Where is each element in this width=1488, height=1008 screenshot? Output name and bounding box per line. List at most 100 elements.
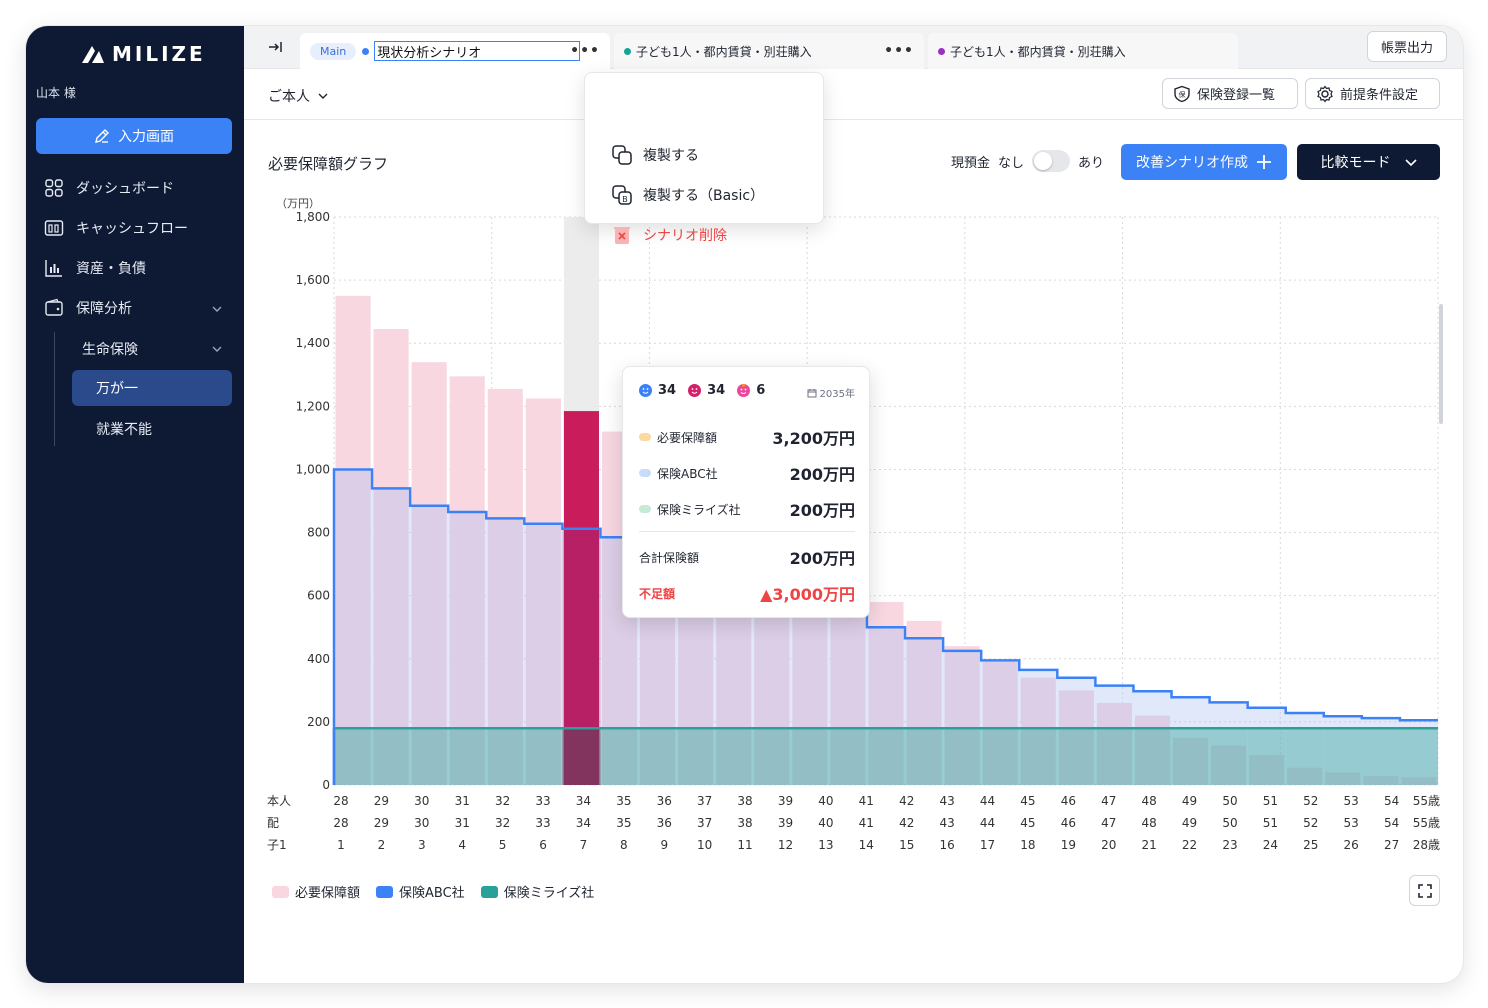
x-tick-label: 53 [1344, 794, 1359, 808]
legend-item-required[interactable]: 必要保障額 [272, 882, 360, 901]
x-tick-label: 54 [1384, 816, 1399, 830]
x-tick-label: 30 [414, 794, 429, 808]
tab-scenario-3[interactable]: 子ども1人・都内賃貸・別荘購入 [928, 33, 1238, 69]
bar-abc-fill [1399, 720, 1438, 785]
logo: MILIZE [80, 42, 206, 66]
compare-mode-button[interactable]: 比較モード [1297, 144, 1440, 180]
tooltip-swatch [639, 433, 651, 441]
bar-required [868, 601, 904, 785]
chevron-down-icon[interactable] [212, 344, 222, 354]
y-axis-unit: （万円） [276, 197, 320, 210]
scenario-name-input[interactable]: 現状分析シナリオ [374, 41, 581, 61]
sidebar-item-life-insurance[interactable]: 生命保険 [82, 342, 138, 358]
x-tick-label: 48 [1142, 794, 1157, 808]
collapse-sidebar-icon[interactable] [266, 38, 284, 56]
legend-label: 保険ミライズ社 [503, 886, 595, 901]
x-tick-label: 7 [580, 838, 588, 852]
bar-mirai-fill [448, 728, 487, 785]
assumptions-label: 前提条件設定 [1340, 88, 1419, 103]
bar-required [373, 329, 409, 785]
x-tick-label: 42 [899, 816, 914, 830]
bar-mirai-fill [1057, 728, 1096, 785]
menu-label: シナリオ削除 [643, 228, 727, 244]
more-options-icon[interactable]: ••• [570, 43, 600, 59]
menu-item-duplicate[interactable]: 複製する [611, 143, 699, 167]
tooltip-row-shortfall: 不足額 ▲3,000万円 [639, 581, 855, 605]
tab-scenario-2[interactable]: 子ども1人・都内賃貸・別荘購入 ••• [614, 33, 924, 69]
insurance-list-button[interactable]: 保 保険登録一覧 [1162, 78, 1298, 109]
bar-abc-fill [1209, 702, 1248, 785]
more-options-icon[interactable]: ••• [884, 43, 914, 59]
fullscreen-button[interactable] [1409, 875, 1440, 906]
tab-bar: Main 現状分析シナリオ ••• 子ども1人・都内賃貸・別荘購入 ••• 子ど… [244, 26, 1463, 69]
legend-label: 必要保障額 [295, 886, 361, 901]
spouse-face-icon [688, 384, 702, 397]
calendar-icon [807, 388, 817, 397]
tab-main-scenario[interactable]: Main 現状分析シナリオ ••• [300, 33, 610, 69]
legend-item-mirai[interactable]: 保険ミライズ社 [480, 882, 595, 901]
x-tick-label: 1 [337, 838, 345, 852]
x-tick-label: 39 [778, 816, 793, 830]
sidebar-item-cashflow[interactable]: キャッシュフロー [44, 215, 188, 241]
tooltip-age-spouse: 34 [707, 383, 726, 398]
tooltip-value: 200万円 [789, 549, 855, 568]
bar-required [1058, 690, 1094, 785]
sidebar-item-disability[interactable]: 就業不能 [96, 422, 152, 438]
x-tick-label: 54 [1384, 794, 1399, 808]
bar-required [1363, 776, 1399, 785]
bar-mirai-fill [714, 728, 753, 785]
tooltip-divider [639, 531, 855, 532]
x-tick-label: 35 [616, 816, 631, 830]
sidebar-item-dashboard[interactable]: ダッシュボード [44, 175, 174, 201]
x-tick-label: 4 [458, 838, 466, 852]
bar-chart-icon [45, 260, 62, 277]
y-tick-label: 600 [307, 589, 330, 603]
copy-basic-icon: B [612, 185, 632, 205]
menu-item-delete[interactable]: シナリオ削除 [611, 223, 727, 247]
legend-item-abc[interactable]: 保険ABC社 [376, 882, 465, 901]
assumptions-button[interactable]: 前提条件設定 [1305, 78, 1440, 109]
create-improvement-scenario-button[interactable]: 改善シナリオ作成 [1121, 144, 1287, 180]
x-tick-label: 19 [1061, 838, 1076, 852]
bar-required [335, 295, 371, 785]
x-tick-label: 23 [1222, 838, 1237, 852]
x-row-label: 子1 [267, 838, 287, 852]
y-tick-label: 0 [322, 778, 330, 792]
bar-required [563, 411, 599, 785]
y-tick-label: 1,200 [296, 399, 330, 413]
x-tick-label: 31 [455, 816, 470, 830]
person-selector[interactable]: ご本人 [268, 86, 328, 106]
bar-mirai-fill [943, 728, 982, 785]
report-output-button[interactable]: 帳票出力 [1366, 31, 1447, 62]
sidebar-item-coverage[interactable]: 保障分析 [44, 295, 132, 321]
chevron-down-icon[interactable] [212, 304, 222, 314]
bar-mirai-fill [562, 728, 601, 785]
x-tick-label: 37 [697, 794, 712, 808]
tree-line [54, 332, 55, 446]
sidebar-item-assets[interactable]: 資産・負債 [44, 255, 146, 281]
input-screen-button[interactable]: 入力画面 [36, 118, 232, 154]
tooltip-value: 200万円 [789, 465, 855, 484]
x-tick-label: 17 [980, 838, 995, 852]
x-tick-label: 33 [535, 794, 550, 808]
x-tick-label: 50 [1222, 816, 1237, 830]
sidebar: MILIZE 山本 様 入力画面 ダッシュボード キャッシュフロー 資産・負債 … [26, 26, 244, 983]
tooltip-swatch [639, 469, 651, 477]
bar-abc-fill [1095, 685, 1134, 785]
x-tick-label: 41 [859, 794, 874, 808]
scrollbar[interactable] [1439, 304, 1443, 424]
shield-icon: 保 [1174, 85, 1190, 102]
x-tick-label: 49 [1182, 816, 1197, 830]
x-tick-label: 32 [495, 816, 510, 830]
chart-title: 必要保障額グラフ [268, 155, 389, 173]
x-tick-label: 6 [539, 838, 547, 852]
y-tick-label: 1,400 [296, 336, 330, 350]
bar-required [1096, 702, 1132, 785]
menu-item-duplicate-basic[interactable]: B 複製する（Basic） [611, 183, 764, 207]
bar-mirai-fill [638, 728, 677, 785]
sidebar-item-emergency[interactable]: 万が一 [72, 370, 232, 406]
x-tick-label: 55歳 [1413, 794, 1440, 808]
bar-mirai-fill [676, 728, 715, 785]
cash-toggle[interactable] [1032, 150, 1071, 172]
x-tick-label: 21 [1142, 838, 1157, 852]
